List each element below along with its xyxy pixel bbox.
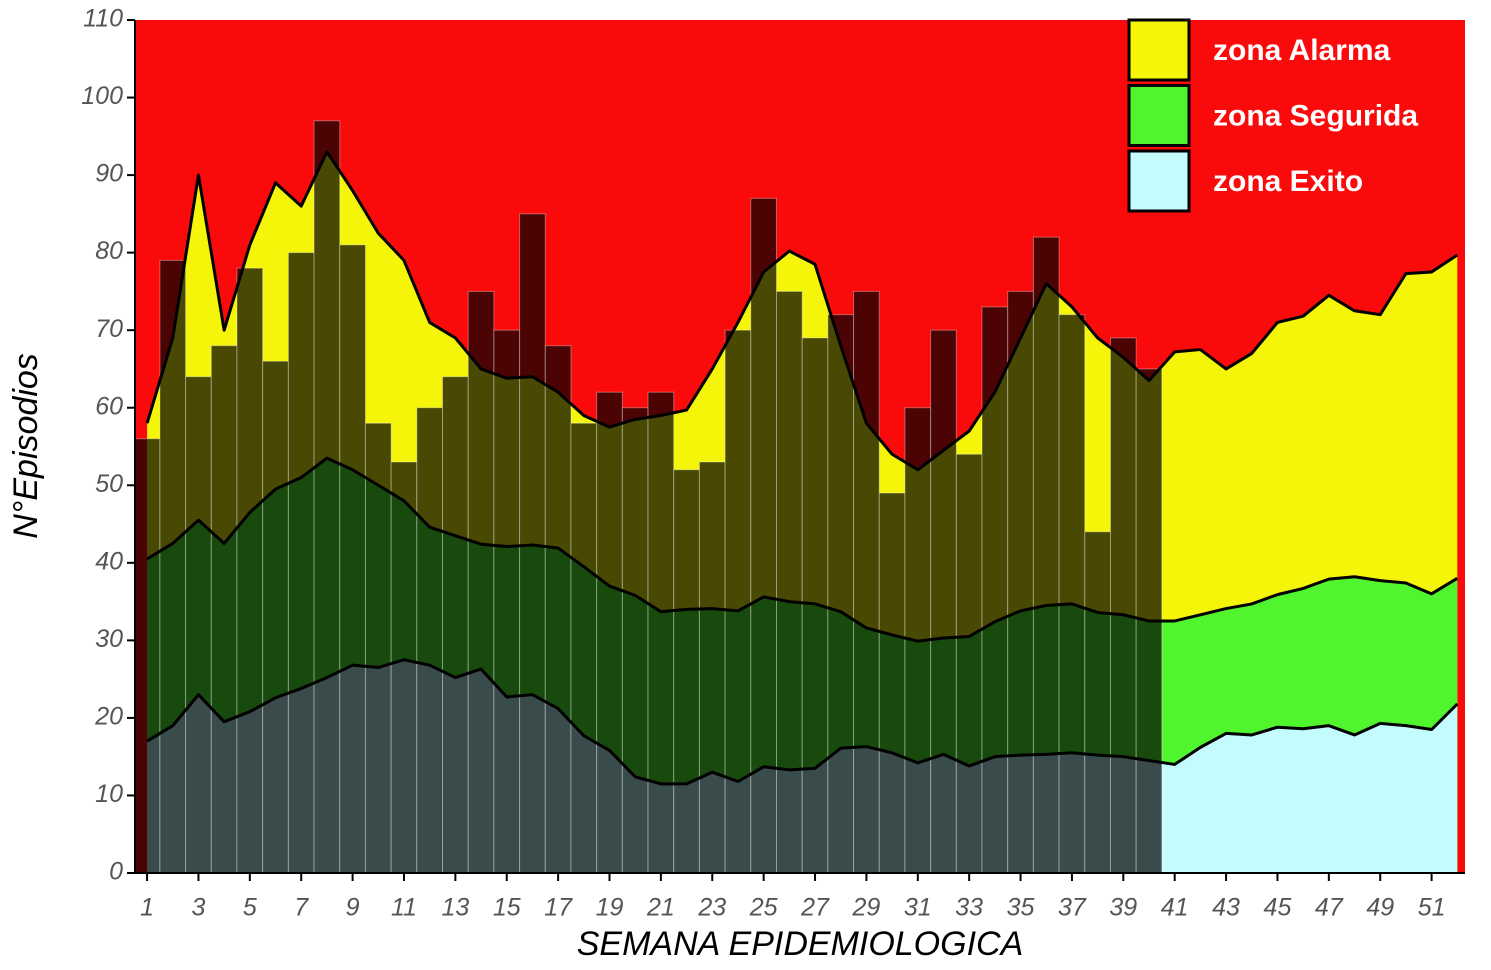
bar bbox=[673, 469, 700, 874]
bar bbox=[364, 422, 392, 874]
bar bbox=[724, 329, 752, 874]
y-axis-title: N°Episodios bbox=[7, 353, 45, 539]
bar bbox=[313, 120, 341, 874]
x-axis-title: SEMANA EPIDEMIOLOGICA bbox=[577, 925, 1024, 963]
y-tick-label: 0 bbox=[109, 858, 123, 886]
bar bbox=[621, 407, 649, 874]
zone-line bbox=[145, 150, 1459, 472]
bar bbox=[878, 492, 906, 874]
x-tick-label: 33 bbox=[955, 894, 983, 922]
bar bbox=[262, 360, 289, 874]
legend-swatch bbox=[1127, 149, 1191, 213]
bar bbox=[390, 461, 418, 874]
x-tick-label: 23 bbox=[697, 894, 726, 922]
bar bbox=[930, 329, 957, 874]
y-tick-label: 10 bbox=[95, 780, 123, 808]
bar bbox=[236, 267, 264, 874]
bar bbox=[1032, 236, 1060, 874]
y-tick-label: 30 bbox=[95, 625, 123, 653]
y-tick-label: 50 bbox=[95, 470, 123, 498]
x-tick-label: 37 bbox=[1058, 894, 1087, 922]
bar bbox=[493, 329, 521, 874]
x-tick-label: 1 bbox=[140, 894, 154, 922]
x-tick-label: 43 bbox=[1212, 894, 1240, 922]
bar bbox=[570, 422, 598, 874]
bar bbox=[339, 244, 366, 874]
bar bbox=[827, 314, 855, 874]
bar bbox=[519, 213, 546, 874]
legend-label: zona Alarma bbox=[1213, 34, 1391, 67]
x-tick-label: 27 bbox=[800, 894, 830, 922]
bar bbox=[853, 290, 880, 874]
bar bbox=[698, 461, 726, 874]
bar bbox=[955, 453, 983, 874]
x-tick-label: 9 bbox=[346, 894, 360, 922]
zone-line bbox=[146, 658, 1459, 786]
bar bbox=[775, 290, 803, 874]
bar bbox=[647, 391, 675, 874]
bar bbox=[1007, 290, 1034, 874]
x-tick-label: 7 bbox=[294, 894, 309, 922]
y-tick-label: 60 bbox=[95, 392, 123, 420]
y-tick-label: 80 bbox=[95, 237, 123, 265]
y-tick-label: 100 bbox=[81, 82, 123, 110]
y-tick-label: 40 bbox=[95, 547, 123, 575]
bar bbox=[1058, 314, 1086, 874]
x-tick-label: 31 bbox=[904, 894, 932, 922]
bar bbox=[210, 345, 238, 874]
x-tick-label: 35 bbox=[1007, 894, 1035, 922]
x-tick-label: 19 bbox=[596, 894, 624, 922]
bar bbox=[185, 376, 212, 874]
x-tick-label: 25 bbox=[749, 894, 778, 922]
x-tick-label: 29 bbox=[852, 894, 881, 922]
y-tick-label: 110 bbox=[83, 5, 123, 33]
bar bbox=[544, 345, 572, 874]
x-tick-label: 41 bbox=[1161, 894, 1189, 922]
bar bbox=[1084, 531, 1111, 874]
bar bbox=[133, 438, 161, 874]
x-tick-label: 51 bbox=[1418, 894, 1446, 922]
bar bbox=[442, 376, 469, 874]
x-tick-label: 45 bbox=[1264, 894, 1292, 922]
x-tick-label: 15 bbox=[493, 894, 521, 922]
y-tick-label: 20 bbox=[94, 703, 123, 731]
y-tick-label: 70 bbox=[95, 315, 123, 343]
x-tick-label: 5 bbox=[243, 894, 257, 922]
bar bbox=[750, 197, 777, 874]
x-tick-label: 49 bbox=[1366, 894, 1394, 922]
legend-swatch bbox=[1127, 18, 1191, 82]
bar bbox=[467, 290, 495, 874]
bar bbox=[416, 407, 444, 874]
y-tick-label: 90 bbox=[95, 160, 123, 188]
x-tick-label: 3 bbox=[192, 894, 206, 922]
legend-swatch bbox=[1127, 84, 1191, 147]
x-tick-label: 13 bbox=[441, 894, 469, 922]
zone-line bbox=[146, 456, 1459, 643]
x-tick-label: 17 bbox=[544, 894, 573, 922]
legend-label: zona Segurida bbox=[1213, 99, 1418, 132]
x-tick-label: 47 bbox=[1315, 894, 1344, 922]
bar bbox=[159, 259, 187, 874]
x-tick-label: 21 bbox=[646, 894, 675, 922]
bar bbox=[287, 252, 315, 874]
bar bbox=[981, 306, 1009, 874]
x-tick-label: 11 bbox=[391, 894, 417, 922]
x-tick-label: 39 bbox=[1109, 894, 1137, 922]
bar bbox=[1109, 337, 1137, 874]
legend-label: zona Exito bbox=[1213, 165, 1363, 198]
bar bbox=[596, 391, 623, 874]
